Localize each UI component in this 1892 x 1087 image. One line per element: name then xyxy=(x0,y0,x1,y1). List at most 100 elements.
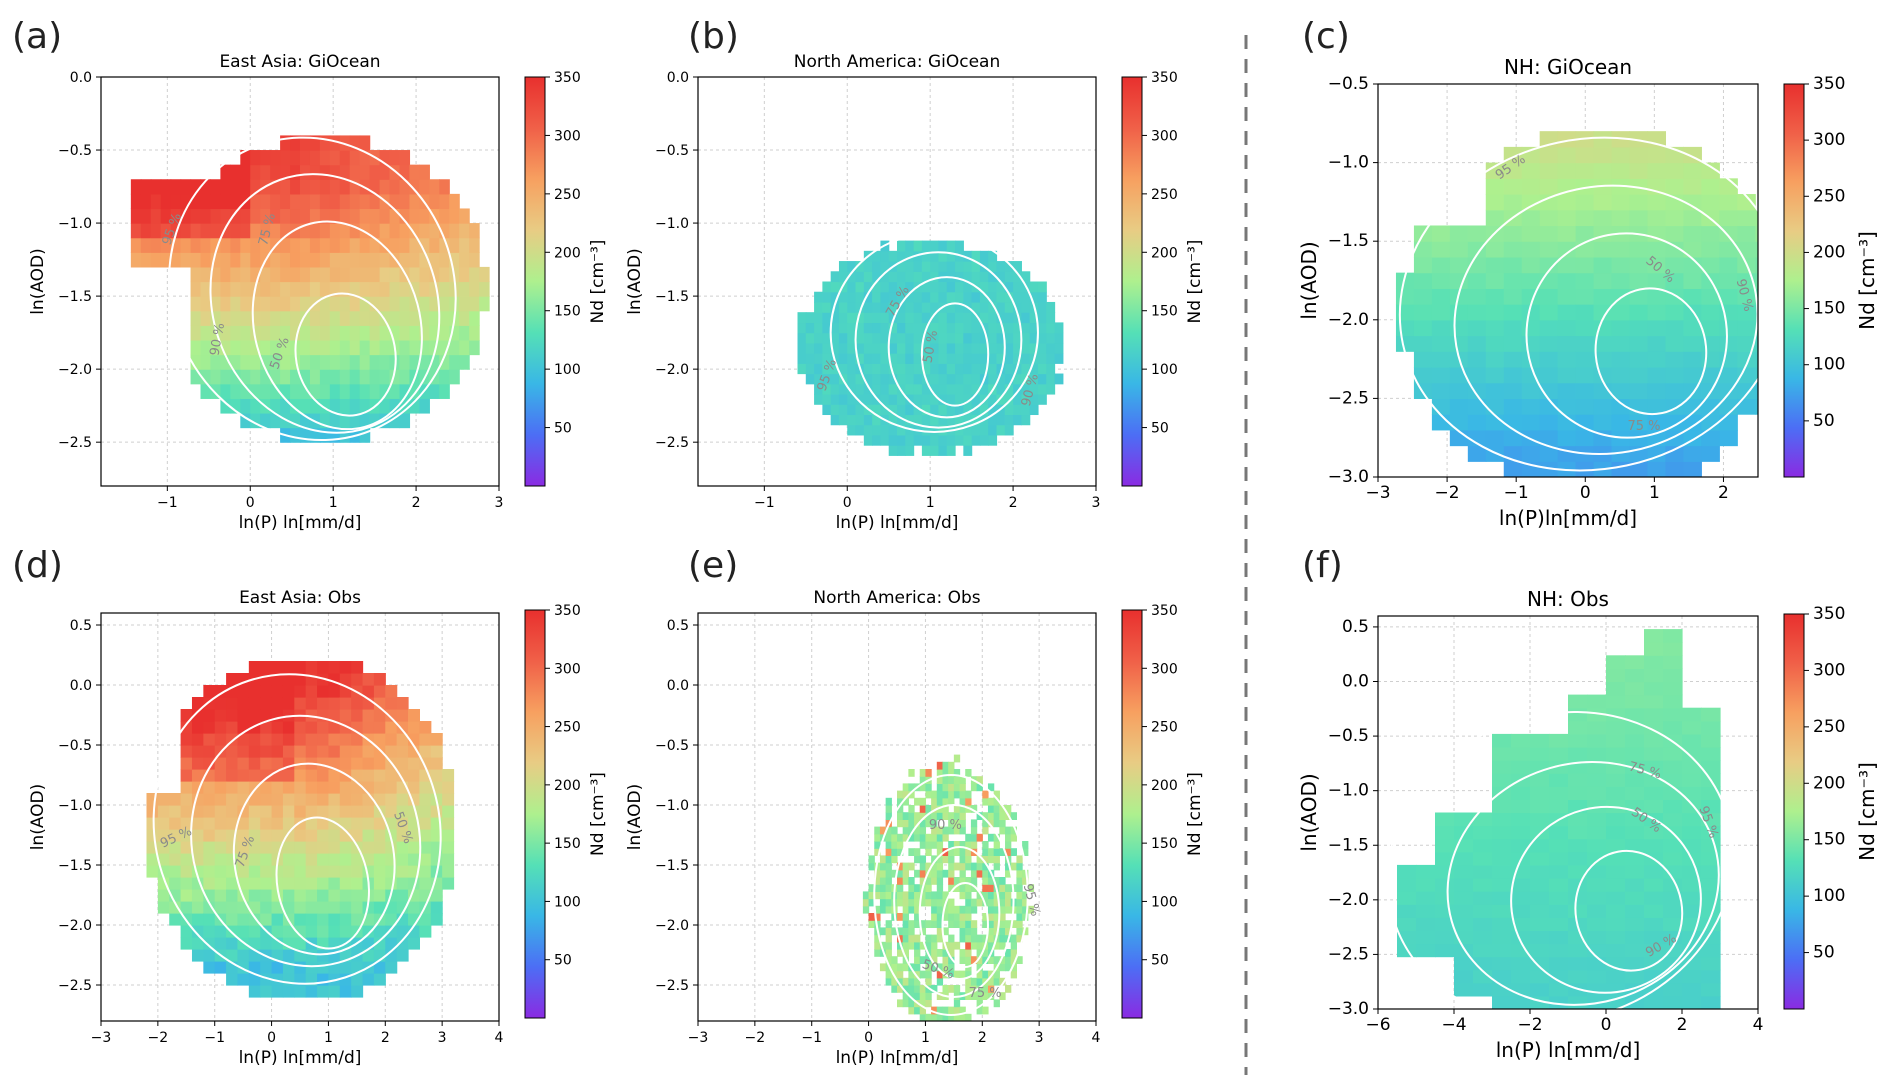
heatmap-cell xyxy=(359,398,371,414)
heatmap-cell xyxy=(203,721,216,734)
heatmap-cell xyxy=(1046,373,1056,385)
heatmap-cell xyxy=(379,383,391,399)
heatmap-cell xyxy=(379,164,391,180)
heatmap-cell xyxy=(1530,943,1550,958)
x-tick-label: 0 xyxy=(864,1030,873,1046)
heatmap-cell xyxy=(982,970,989,979)
heatmap-cell xyxy=(847,342,857,354)
heatmap-cell xyxy=(1663,982,1683,997)
heatmap-cell xyxy=(399,252,411,268)
heatmap-cell xyxy=(230,252,241,268)
heatmap-cell xyxy=(1549,760,1569,774)
heatmap-cell xyxy=(1593,241,1613,258)
heatmap-cell xyxy=(369,412,381,429)
heatmap-cell xyxy=(180,865,193,878)
heatmap-cell xyxy=(200,339,212,356)
heatmap-cell xyxy=(305,853,318,866)
heatmap-cell xyxy=(921,353,931,364)
heatmap-cell xyxy=(862,898,870,907)
heatmap-cell xyxy=(260,745,273,758)
heatmap-cell xyxy=(1503,288,1523,305)
heatmap-cell xyxy=(180,252,192,268)
heatmap-cell xyxy=(309,325,321,341)
heatmap-cell xyxy=(362,973,375,986)
heatmap-cell xyxy=(1593,225,1613,242)
heatmap-cell xyxy=(1021,353,1031,364)
heatmap-cell xyxy=(925,833,932,842)
heatmap-cell xyxy=(921,445,931,456)
heatmap-cell xyxy=(987,783,995,792)
heatmap-cell xyxy=(1037,312,1047,324)
heatmap-cell xyxy=(931,805,938,813)
heatmap-cell xyxy=(150,237,162,253)
heatmap-cell xyxy=(805,363,815,375)
heatmap-cell xyxy=(319,310,331,326)
heatmap-cell xyxy=(260,266,271,283)
heatmap-cell xyxy=(317,925,330,938)
heatmap-cell xyxy=(902,898,909,907)
contours-a xyxy=(168,136,457,442)
heatmap-cell xyxy=(1606,838,1626,853)
heatmap-cell xyxy=(305,913,318,926)
heatmap-cell xyxy=(230,369,241,385)
heatmap-cell xyxy=(373,745,386,758)
heatmap-cell xyxy=(408,745,420,758)
heatmap-cell xyxy=(329,237,341,253)
heatmap-cell xyxy=(339,841,352,854)
heatmap-cell xyxy=(880,424,890,436)
heatmap-cell xyxy=(379,208,391,224)
heatmap-cell xyxy=(329,383,341,399)
heatmap-cell xyxy=(913,342,923,354)
heatmap-cell xyxy=(362,757,375,770)
heatmap-cell xyxy=(271,961,284,974)
heatmap-cell xyxy=(976,941,983,950)
heatmap-cell xyxy=(880,301,890,313)
heatmap-cell xyxy=(1682,812,1702,827)
heatmap-cell xyxy=(226,949,239,962)
heatmap-cell xyxy=(902,812,909,820)
heatmap-cell xyxy=(1521,225,1541,242)
heatmap-cell xyxy=(339,223,351,239)
heatmap-cell xyxy=(1435,891,1455,905)
heatmap-cell xyxy=(930,312,940,324)
chart-title: North America: GiOcean xyxy=(794,52,1000,72)
heatmap-cell xyxy=(169,817,182,830)
heatmap-cell xyxy=(897,414,906,426)
heatmap-cell xyxy=(260,325,271,341)
heatmap-cell xyxy=(1587,838,1607,853)
heatmap-cell xyxy=(872,312,882,324)
heatmap-cell xyxy=(1449,398,1469,415)
heatmap-cell xyxy=(329,252,341,268)
heatmap-cell xyxy=(339,179,351,195)
heatmap-cell xyxy=(1454,878,1474,892)
heatmap-cell xyxy=(309,281,321,297)
heatmap-cell xyxy=(1431,351,1451,368)
heatmap-cell xyxy=(294,889,307,902)
contour-line xyxy=(1594,287,1708,416)
heatmap-cell xyxy=(908,920,915,928)
heatmap-cell xyxy=(1611,194,1631,211)
heatmap-cell xyxy=(479,281,490,297)
heatmap-cell xyxy=(993,833,1000,842)
y-tick-label: −3.0 xyxy=(1328,999,1369,1019)
heatmap-cell xyxy=(214,853,227,866)
heatmap-cell xyxy=(897,797,904,806)
heatmap-cell xyxy=(987,855,995,864)
heatmap-cell xyxy=(329,427,341,443)
heatmap-cell xyxy=(921,383,931,395)
heatmap-cell xyxy=(220,266,231,283)
heatmap-cell xyxy=(319,164,331,180)
heatmap-cell xyxy=(140,237,152,253)
heatmap-cell xyxy=(930,353,940,364)
heatmap-cell xyxy=(1431,319,1451,337)
heatmap-cell xyxy=(359,369,371,385)
heatmap-cell xyxy=(919,891,927,900)
heatmap-cell xyxy=(169,889,182,902)
heatmap-cell xyxy=(214,685,227,698)
heatmap-cell xyxy=(965,790,972,799)
heatmap-cell xyxy=(180,237,192,253)
x-tick-label: −3 xyxy=(688,1030,709,1046)
heatmap-cell xyxy=(908,927,915,936)
heatmap-cell xyxy=(1454,982,1474,997)
heatmap-cell xyxy=(863,383,873,395)
